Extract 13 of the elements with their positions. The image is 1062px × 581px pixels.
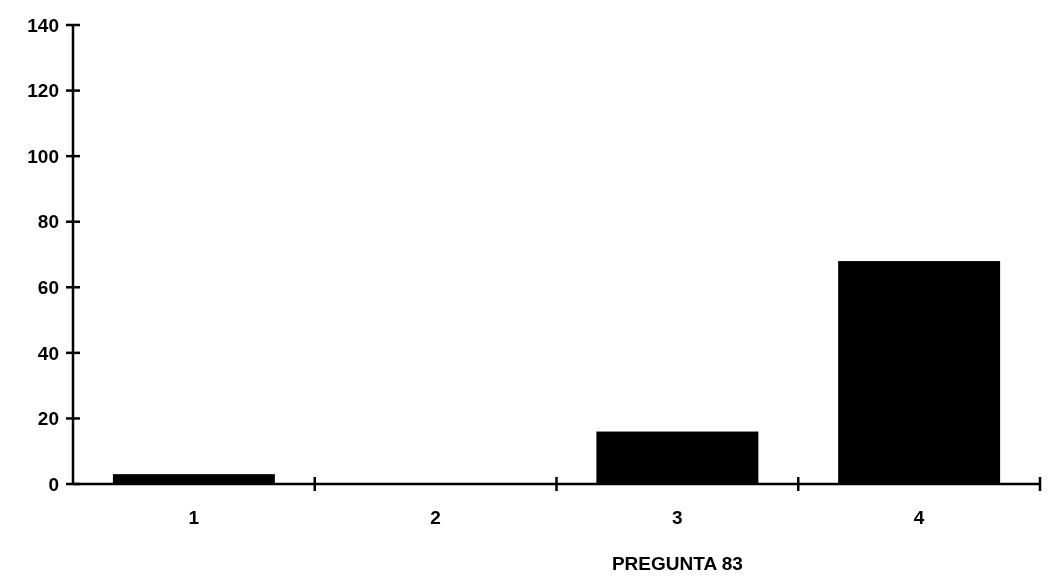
y-tick-label: 80 xyxy=(37,211,59,233)
y-tick-label: 120 xyxy=(27,80,59,102)
x-tick-label: 4 xyxy=(913,507,925,528)
x-tick-label: 3 xyxy=(672,507,683,528)
y-tick-label: 20 xyxy=(37,408,59,430)
y-tick-label: 60 xyxy=(37,276,59,298)
y-tick-label: 40 xyxy=(37,342,59,364)
x-axis-title: PREGUNTA 83 xyxy=(611,553,743,574)
x-tick-label: 2 xyxy=(430,507,441,528)
y-tick-label: 140 xyxy=(27,14,59,36)
y-tick-label: 0 xyxy=(48,473,59,495)
y-tick-label: 100 xyxy=(27,145,59,167)
x-tick-label: 1 xyxy=(188,507,200,528)
